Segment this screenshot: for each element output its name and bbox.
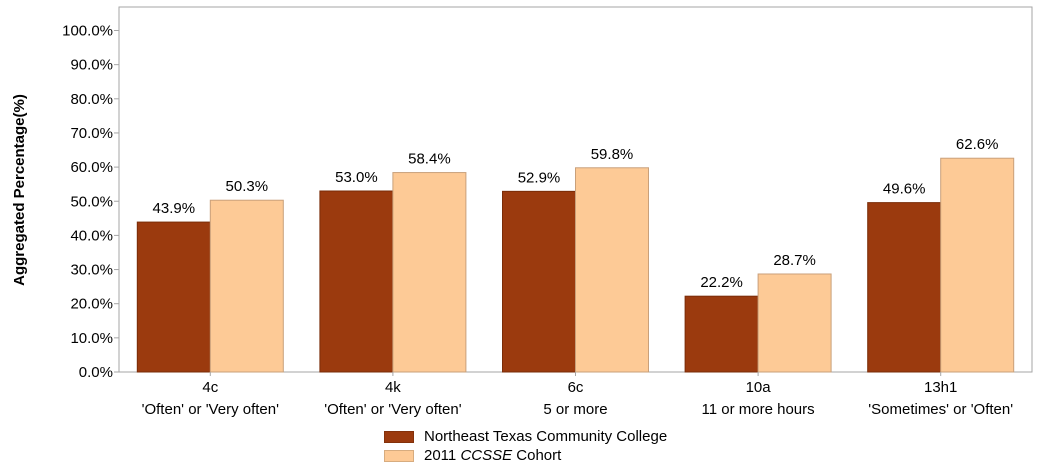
bar-college	[502, 190, 576, 373]
y-tick-label: 90.0%	[70, 57, 113, 74]
x-category-code: 10a	[746, 379, 772, 396]
y-axis: 0.0% 10.0% 20.0% 30.0% 40.0% 50.0% 60.0% 70.0% 8…	[62, 23, 119, 381]
y-tick-label: 50.0%	[70, 193, 113, 210]
x-category-code: 13h1	[924, 379, 957, 396]
data-label-college: 22.2%	[700, 274, 743, 291]
x-category-desc: 'Often' or 'Very often'	[142, 401, 279, 418]
x-axis: 4c 'Often' or 'Very often' 4k 'Often' or 'V…	[142, 372, 1013, 418]
x-category-desc: 11 or more hours	[702, 401, 815, 418]
bar-college	[684, 295, 759, 373]
y-tick-label: 20.0%	[70, 296, 113, 313]
legend-label-cohort-suffix: Cohort	[512, 447, 562, 464]
data-label-cohort: 28.7%	[773, 252, 816, 269]
legend-swatch-cohort	[384, 449, 414, 462]
data-label-cohort: 58.4%	[408, 151, 451, 168]
bar-college	[136, 221, 211, 373]
legend-item-college: Northeast Texas Community College	[384, 427, 667, 446]
legend-label-cohort-prefix: 2011	[424, 447, 461, 464]
legend-label-college: Northeast Texas Community College	[424, 428, 668, 445]
data-label-college: 53.0%	[335, 169, 378, 186]
x-category-code: 4k	[385, 379, 401, 396]
data-label-college: 49.6%	[883, 181, 926, 198]
x-category-code: 4c	[202, 379, 218, 396]
y-tick-label: 80.0%	[70, 91, 113, 108]
x-category-desc: 'Often' or 'Very often'	[324, 401, 461, 418]
legend-item-cohort: 2011 CCSSE Cohort	[384, 446, 667, 465]
data-label-cohort: 59.8%	[591, 146, 634, 163]
legend-label-cohort-italic: CCSSE	[460, 447, 513, 464]
bar-college	[867, 202, 942, 373]
bar-cohort	[209, 199, 284, 373]
x-category-desc: 5 or more	[543, 401, 607, 418]
legend-swatch-college	[384, 430, 414, 443]
legend-label-cohort: 2011 CCSSE Cohort	[424, 447, 561, 464]
y-tick-label: 30.0%	[70, 262, 113, 279]
legend: Northeast Texas Community College 2011 C…	[384, 427, 667, 465]
x-category-code: 6c	[568, 379, 584, 396]
bar-cohort	[575, 167, 649, 373]
bar-cohort	[757, 273, 832, 373]
y-tick-label: 60.0%	[70, 159, 113, 176]
data-label-college: 52.9%	[518, 169, 561, 186]
bar-cohort	[392, 172, 467, 373]
bar-cohort	[940, 157, 1015, 373]
y-tick-label: 0.0%	[79, 364, 113, 381]
data-label-college: 43.9%	[153, 200, 196, 217]
y-tick-label: 10.0%	[70, 330, 113, 347]
y-tick-label: 40.0%	[70, 227, 113, 244]
y-tick-label: 100.0%	[62, 23, 113, 40]
y-axis-label: Aggregated Percentage(%)	[11, 94, 28, 286]
data-label-cohort: 50.3%	[226, 178, 269, 195]
y-tick-label: 70.0%	[70, 125, 113, 142]
bars: 43.9% 50.3% 53.0% 58.4% 52.9% 59.8% 22.2% 28.7%…	[136, 136, 1015, 373]
data-label-cohort: 62.6%	[956, 136, 999, 153]
x-category-desc: 'Sometimes' or 'Often'	[868, 401, 1013, 418]
bar-college	[319, 190, 394, 373]
